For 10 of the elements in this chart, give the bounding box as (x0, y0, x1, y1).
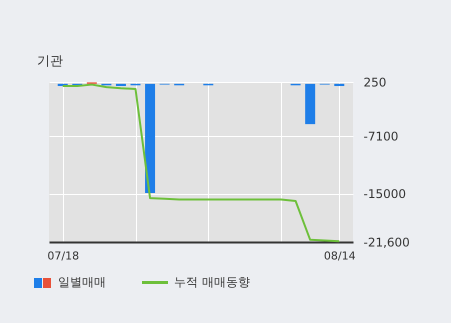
x-tick-label: 08/14 (324, 250, 356, 262)
y-tick-label: -15000 (364, 187, 406, 202)
line-series (62, 84, 340, 242)
legend-label: 일별매매 (58, 274, 106, 291)
y-tick-label: -21,600 (364, 236, 410, 250)
chart-title: 기관 (37, 54, 63, 69)
x-tick-label: 07/18 (47, 250, 80, 262)
legend-label: 누적 매매동향 (174, 274, 250, 291)
y-tick-label: 250 (364, 76, 386, 90)
y-tick-label: -7100 (364, 129, 398, 144)
